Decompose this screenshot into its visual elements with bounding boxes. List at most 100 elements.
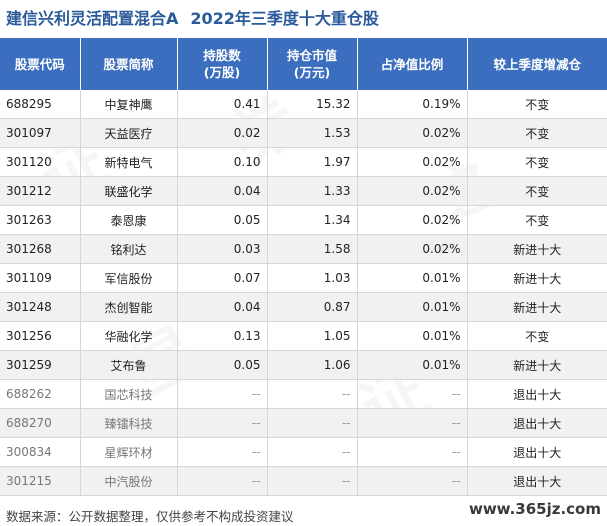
shares-cell: 0.41	[177, 90, 268, 119]
net-value-ratio-cell: 0.02%	[357, 205, 468, 235]
table-row: 301268 铭利达 0.03 1.58 0.02% 新进十大	[0, 234, 607, 264]
stock-name-cell: 中汽股份	[80, 466, 178, 496]
stock-name-cell: 中复神鹰	[80, 90, 178, 119]
shares-cell: --	[177, 437, 268, 467]
change-cell: 退出十大	[467, 379, 607, 409]
stock-code-cell: 301109	[0, 263, 81, 293]
shares-cell: --	[177, 466, 268, 496]
market-value-cell: 1.06	[267, 350, 358, 380]
holdings-table: 股票代码 股票简称 持股数 (万股) 持仓市值 (万元) 占净值比例 较上季度增减仓…	[0, 38, 607, 496]
change-cell: 退出十大	[467, 466, 607, 496]
shares-cell: 0.03	[177, 234, 268, 264]
change-cell: 不变	[467, 321, 607, 351]
shares-cell: 0.13	[177, 321, 268, 351]
table-row: 301248 杰创智能 0.04 0.87 0.01% 新进十大	[0, 292, 607, 322]
change-cell: 不变	[467, 147, 607, 177]
change-cell: 退出十大	[467, 437, 607, 467]
change-cell: 不变	[467, 205, 607, 235]
market-value-cell: 1.53	[267, 118, 358, 148]
stock-name-cell: 星辉环材	[80, 437, 178, 467]
change-cell: 不变	[467, 118, 607, 148]
change-cell: 不变	[467, 176, 607, 206]
market-value-cell: 1.34	[267, 205, 358, 235]
stock-code-cell: 301120	[0, 147, 81, 177]
table-row: 301097 天益医疗 0.02 1.53 0.02% 不变	[0, 118, 607, 148]
stock-name-cell: 国芯科技	[80, 379, 178, 409]
market-value-cell: --	[267, 437, 358, 467]
stock-name-cell: 杰创智能	[80, 292, 178, 322]
table-row: 301212 联盛化学 0.04 1.33 0.02% 不变	[0, 176, 607, 206]
net-value-ratio-cell: 0.01%	[357, 263, 468, 293]
stock-code-cell: 301256	[0, 321, 81, 351]
stock-name-cell: 艾布鲁	[80, 350, 178, 380]
net-value-ratio-cell: --	[357, 437, 468, 467]
header-value: 持仓市值 (万元)	[267, 38, 358, 90]
net-value-ratio-cell: 0.19%	[357, 90, 468, 119]
stock-name-cell: 新特电气	[80, 147, 178, 177]
stock-code-cell: 688295	[0, 90, 81, 119]
net-value-ratio-cell: 0.02%	[357, 176, 468, 206]
stock-name-cell: 联盛化学	[80, 176, 178, 206]
table-row: 301259 艾布鲁 0.05 1.06 0.01% 新进十大	[0, 350, 607, 380]
shares-cell: 0.02	[177, 118, 268, 148]
market-value-cell: 1.33	[267, 176, 358, 206]
change-cell: 新进十大	[467, 292, 607, 322]
shares-cell: 0.10	[177, 147, 268, 177]
net-value-ratio-cell: 0.02%	[357, 147, 468, 177]
stock-name-cell: 天益医疗	[80, 118, 178, 148]
change-cell: 新进十大	[467, 234, 607, 264]
net-value-ratio-cell: --	[357, 379, 468, 409]
net-value-ratio-cell: 0.01%	[357, 321, 468, 351]
market-value-cell: 1.03	[267, 263, 358, 293]
header-change: 较上季度增减仓	[467, 38, 607, 90]
market-value-cell: --	[267, 408, 358, 438]
stock-code-cell: 301263	[0, 205, 81, 235]
change-cell: 新进十大	[467, 263, 607, 293]
net-value-ratio-cell: 0.02%	[357, 118, 468, 148]
stock-name-cell: 军信股份	[80, 263, 178, 293]
market-value-cell: 1.58	[267, 234, 358, 264]
stock-name-cell: 泰恩康	[80, 205, 178, 235]
change-cell: 退出十大	[467, 408, 607, 438]
stock-code-cell: 301215	[0, 466, 81, 496]
shares-cell: 0.07	[177, 263, 268, 293]
table-row: 301263 泰恩康 0.05 1.34 0.02% 不变	[0, 205, 607, 235]
change-cell: 不变	[467, 90, 607, 119]
table-row: 301120 新特电气 0.10 1.97 0.02% 不变	[0, 147, 607, 177]
market-value-cell: 15.32	[267, 90, 358, 119]
market-value-cell: --	[267, 379, 358, 409]
net-value-ratio-cell: 0.02%	[357, 234, 468, 264]
stock-code-cell: 300834	[0, 437, 81, 467]
change-cell: 新进十大	[467, 350, 607, 380]
shares-cell: 0.04	[177, 176, 268, 206]
market-value-cell: 0.87	[267, 292, 358, 322]
stock-code-cell: 301212	[0, 176, 81, 206]
header-shares: 持股数 (万股)	[177, 38, 268, 90]
table-row: 688270 臻镭科技 -- -- -- 退出十大	[0, 408, 607, 438]
stock-code-cell: 301097	[0, 118, 81, 148]
stock-code-cell: 301268	[0, 234, 81, 264]
market-value-cell: 1.05	[267, 321, 358, 351]
shares-cell: 0.05	[177, 350, 268, 380]
shares-cell: --	[177, 408, 268, 438]
header-code: 股票代码	[0, 38, 81, 90]
header-ratio: 占净值比例	[357, 38, 468, 90]
stock-name-cell: 华融化学	[80, 321, 178, 351]
stock-code-cell: 688270	[0, 408, 81, 438]
table-row: 688262 国芯科技 -- -- -- 退出十大	[0, 379, 607, 409]
shares-cell: --	[177, 379, 268, 409]
table-header-row: 股票代码 股票简称 持股数 (万股) 持仓市值 (万元) 占净值比例 较上季度增减仓	[0, 38, 607, 90]
stock-code-cell: 688262	[0, 379, 81, 409]
table-row: 301109 军信股份 0.07 1.03 0.01% 新进十大	[0, 263, 607, 293]
site-watermark: www.365jz.com	[468, 500, 601, 518]
fund-name: 建信兴利灵活配置混合A	[6, 9, 179, 28]
stock-name-cell: 铭利达	[80, 234, 178, 264]
stock-code-cell: 301248	[0, 292, 81, 322]
table-row: 300834 星辉环材 -- -- -- 退出十大	[0, 437, 607, 467]
table-row: 688295 中复神鹰 0.41 15.32 0.19% 不变	[0, 90, 607, 119]
data-source-note: 数据来源：公开数据整理，仅供参考不构成投资建议	[6, 509, 294, 524]
page-title: 建信兴利灵活配置混合A 2022年三季度十大重仓股	[0, 0, 607, 34]
shares-cell: 0.04	[177, 292, 268, 322]
report-title: 2022年三季度十大重仓股	[190, 9, 379, 28]
table-row: 301215 中汽股份 -- -- -- 退出十大	[0, 466, 607, 496]
